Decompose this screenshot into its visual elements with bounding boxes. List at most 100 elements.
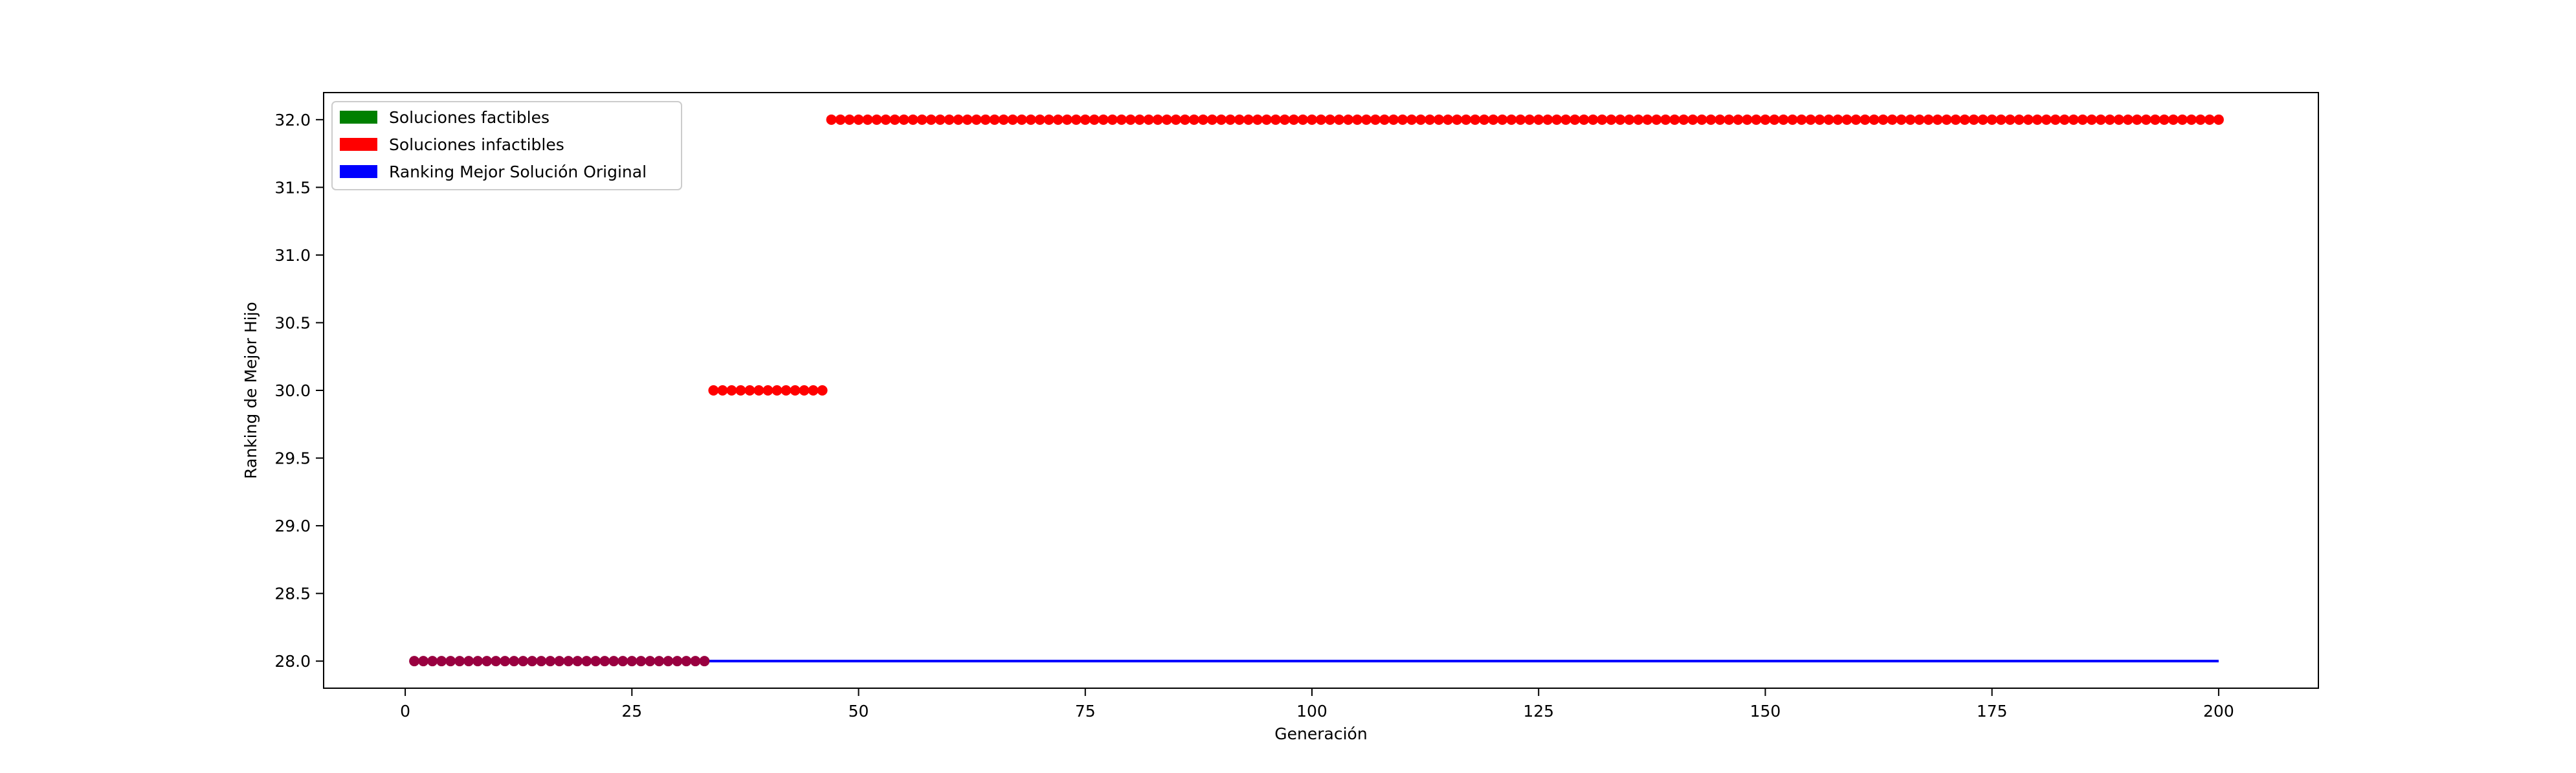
data-point	[518, 656, 529, 667]
data-point	[1660, 114, 1671, 125]
data-point	[835, 114, 846, 125]
data-point	[1551, 114, 1562, 125]
data-point	[1306, 114, 1317, 125]
data-point	[545, 656, 556, 667]
data-point	[1787, 114, 1798, 125]
data-point	[944, 114, 955, 125]
data-point	[781, 385, 792, 396]
data-point	[1678, 114, 1689, 125]
legend-swatch	[340, 111, 377, 124]
data-point	[690, 656, 701, 667]
data-point	[844, 114, 855, 125]
data-point	[2113, 114, 2124, 125]
data-point	[608, 656, 619, 667]
data-point	[1052, 114, 1063, 125]
data-point	[1225, 114, 1236, 125]
data-point	[1751, 114, 1762, 125]
data-point	[1950, 114, 1961, 125]
data-point	[2004, 114, 2015, 125]
data-point	[1769, 114, 1780, 125]
data-point	[2032, 114, 2043, 125]
data-point	[472, 656, 483, 667]
data-point	[1470, 114, 1481, 125]
data-point	[1334, 114, 1345, 125]
x-tick-label: 100	[1296, 702, 1327, 721]
data-point	[1597, 114, 1608, 125]
data-point	[1452, 114, 1463, 125]
data-point	[1388, 114, 1399, 125]
data-point	[1669, 114, 1680, 125]
data-point	[636, 656, 647, 667]
data-point	[2104, 114, 2115, 125]
data-point	[2041, 114, 2052, 125]
data-point	[463, 656, 474, 667]
y-tick-label: 31.0	[274, 246, 311, 265]
legend-label: Ranking Mejor Solución Original	[389, 162, 647, 181]
data-point	[2186, 114, 2197, 125]
data-point	[1878, 114, 1889, 125]
data-point	[2014, 114, 2025, 125]
x-tick-label: 0	[400, 702, 410, 721]
data-point	[1061, 114, 1072, 125]
data-point	[989, 114, 1000, 125]
data-point	[808, 385, 819, 396]
data-point	[1905, 114, 1916, 125]
data-point	[1814, 114, 1825, 125]
data-point	[1696, 114, 1707, 125]
data-point	[1016, 114, 1027, 125]
data-point	[753, 385, 764, 396]
data-point	[953, 114, 964, 125]
data-point	[926, 114, 937, 125]
data-point	[1397, 114, 1408, 125]
data-point	[409, 656, 420, 667]
data-point	[654, 656, 665, 667]
data-point	[735, 385, 746, 396]
data-point	[980, 114, 991, 125]
data-point	[1977, 114, 1988, 125]
data-point	[509, 656, 520, 667]
data-point	[1760, 114, 1771, 125]
data-point	[2177, 114, 2188, 125]
x-tick-label: 175	[1977, 702, 2008, 721]
data-point	[1297, 114, 1308, 125]
data-point	[1425, 114, 1436, 125]
data-point	[1243, 114, 1254, 125]
legend: Soluciones factibles Soluciones infactibl…	[331, 101, 682, 190]
data-point	[1116, 114, 1127, 125]
x-tick-label: 125	[1523, 702, 1554, 721]
data-point	[2140, 114, 2151, 125]
x-axis-title: Generación	[1274, 724, 1367, 743]
data-point	[1434, 114, 1445, 125]
data-point	[2149, 114, 2160, 125]
data-point	[1724, 114, 1735, 125]
data-point	[1025, 114, 1036, 125]
data-point	[1261, 114, 1272, 125]
data-point	[935, 114, 946, 125]
y-tick-label: 30.0	[274, 381, 311, 400]
data-point	[563, 656, 574, 667]
data-point	[1542, 114, 1553, 125]
data-point	[2122, 114, 2133, 125]
x-tick-label: 75	[1075, 702, 1096, 721]
data-point	[663, 656, 674, 667]
data-point	[2086, 114, 2097, 125]
data-point	[790, 385, 801, 396]
data-point	[1379, 114, 1390, 125]
legend-box	[331, 101, 682, 190]
data-point	[744, 385, 755, 396]
x-tick-label: 150	[1750, 702, 1781, 721]
legend-label: Soluciones infactibles	[389, 135, 564, 154]
data-point	[427, 656, 438, 667]
data-point	[1515, 114, 1526, 125]
data-point	[1560, 114, 1571, 125]
data-point	[1188, 114, 1199, 125]
data-point	[1860, 114, 1871, 125]
data-point	[1270, 114, 1281, 125]
data-point	[1588, 114, 1599, 125]
axes-frame	[323, 92, 2319, 689]
data-point	[617, 656, 628, 667]
data-point	[1461, 114, 1472, 125]
data-point	[1416, 114, 1427, 125]
data-point	[1343, 114, 1354, 125]
